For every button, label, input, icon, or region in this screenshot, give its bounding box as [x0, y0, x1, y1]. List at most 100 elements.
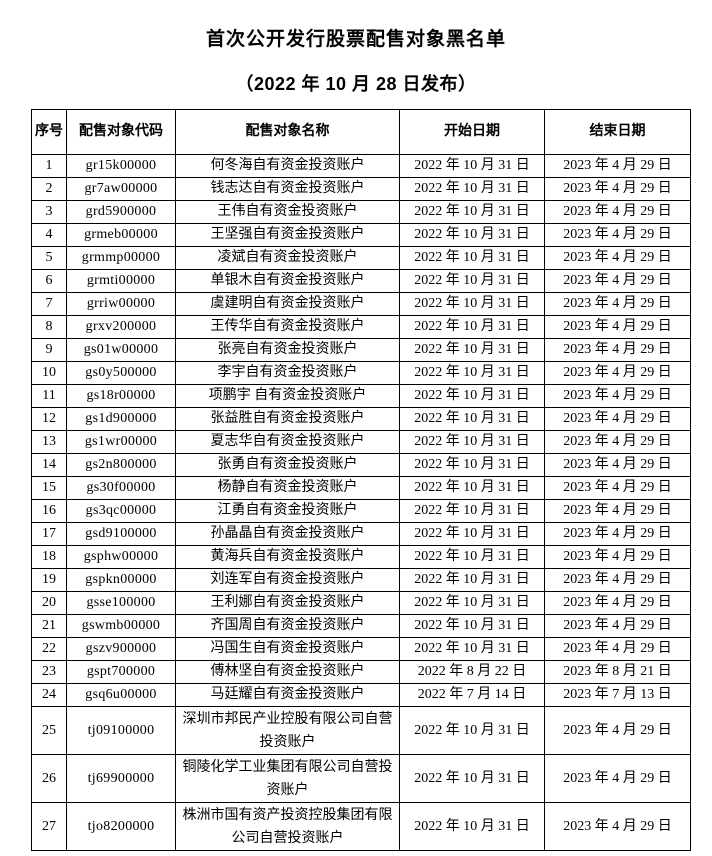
row-number: 19 [31, 568, 67, 592]
column-header-start: 开始日期 [399, 109, 545, 155]
table-row: 25 tj09100000 深圳市邦民产业控股有限公司自营投资账户 2022 年 10… [31, 706, 691, 755]
row-code: gsse100000 [66, 591, 176, 615]
row-end-date: 2023 年 4 月 29 日 [544, 200, 691, 224]
page-title: 首次公开发行股票配售对象黑名单 [205, 29, 506, 50]
table-row: 5 grmmp00000 凌斌自有资金投资账户 2022 年 10 月 31 日 202… [31, 246, 691, 270]
row-start-date: 2022 年 10 月 31 日 [399, 292, 545, 316]
row-name: 王传华自有资金投资账户 [175, 315, 400, 339]
row-code: gs1wr00000 [66, 430, 176, 454]
row-name: 深圳市邦民产业控股有限公司自营投资账户 [175, 706, 400, 755]
row-start-date: 2022 年 10 月 31 日 [399, 269, 545, 293]
table-row: 11 gs18r00000 项鹏宇 自有资金投资账户 2022 年 10 月 31 日… [31, 384, 691, 408]
row-start-date: 2022 年 10 月 31 日 [399, 361, 545, 385]
row-start-date: 2022 年 10 月 31 日 [399, 522, 545, 546]
row-start-date: 2022 年 10 月 31 日 [399, 315, 545, 339]
row-start-date: 2022 年 10 月 31 日 [399, 802, 545, 851]
row-end-date: 2023 年 4 月 29 日 [544, 568, 691, 592]
row-end-date: 2023 年 4 月 29 日 [544, 614, 691, 638]
row-end-date: 2023 年 4 月 29 日 [544, 499, 691, 523]
row-end-date: 2023 年 4 月 29 日 [544, 338, 691, 362]
row-code: gswmb00000 [66, 614, 176, 638]
row-name: 冯国生自有资金投资账户 [175, 637, 400, 661]
row-start-date: 2022 年 8 月 22 日 [399, 660, 545, 684]
row-end-date: 2023 年 4 月 29 日 [544, 453, 691, 477]
row-name: 王利娜自有资金投资账户 [175, 591, 400, 615]
row-code: gs1d900000 [66, 407, 176, 431]
table-row: 14 gs2n800000 张勇自有资金投资账户 2022 年 10 月 31 日 20… [31, 453, 691, 477]
row-number: 25 [31, 706, 67, 755]
row-start-date: 2022 年 10 月 31 日 [399, 476, 545, 500]
publish-date-subtitle: （2022 年 10 月 28 日发布） [235, 74, 477, 94]
table-row: 9 gs01w00000 张亮自有资金投资账户 2022 年 10 月 31 日 202… [31, 338, 691, 362]
table-row: 27 tjo8200000 株洲市国有资产投资控股集团有限公司自营投资账户 2022 … [31, 802, 691, 851]
row-number: 10 [31, 361, 67, 385]
row-end-date: 2023 年 4 月 29 日 [544, 246, 691, 270]
row-name: 王伟自有资金投资账户 [175, 200, 400, 224]
row-start-date: 2022 年 10 月 31 日 [399, 706, 545, 755]
row-start-date: 2022 年 10 月 31 日 [399, 200, 545, 224]
row-end-date: 2023 年 4 月 29 日 [544, 315, 691, 339]
table-row: 26 tj69900000 铜陵化学工业集团有限公司自营投资账户 2022 年 10 … [31, 754, 691, 803]
row-end-date: 2023 年 7 月 13 日 [544, 683, 691, 707]
row-name: 株洲市国有资产投资控股集团有限公司自营投资账户 [175, 802, 400, 851]
row-start-date: 2022 年 10 月 31 日 [399, 246, 545, 270]
row-number: 15 [31, 476, 67, 500]
row-code: grxv200000 [66, 315, 176, 339]
row-name: 江勇自有资金投资账户 [175, 499, 400, 523]
table-row: 16 gs3qc00000 江勇自有资金投资账户 2022 年 10 月 31 日 20… [31, 499, 691, 523]
row-code: grmmp00000 [66, 246, 176, 270]
row-name: 张益胜自有资金投资账户 [175, 407, 400, 431]
row-code: tj09100000 [66, 706, 176, 755]
table-row: 3 grd5900000 王伟自有资金投资账户 2022 年 10 月 31 日 202… [31, 200, 691, 224]
row-name: 张勇自有资金投资账户 [175, 453, 400, 477]
row-code: gs3qc00000 [66, 499, 176, 523]
table-row: 7 grriw00000 虞建明自有资金投资账户 2022 年 10 月 31 日 20… [31, 292, 691, 316]
row-number: 3 [31, 200, 67, 224]
row-code: gspt700000 [66, 660, 176, 684]
row-name: 刘连军自有资金投资账户 [175, 568, 400, 592]
row-code: gr15k00000 [66, 154, 176, 178]
table-row: 8 grxv200000 王传华自有资金投资账户 2022 年 10 月 31 日 20… [31, 315, 691, 339]
row-code: gs01w00000 [66, 338, 176, 362]
row-number: 12 [31, 407, 67, 431]
column-header-name: 配售对象名称 [175, 109, 400, 155]
row-start-date: 2022 年 10 月 31 日 [399, 545, 545, 569]
row-end-date: 2023 年 8 月 21 日 [544, 660, 691, 684]
table-row: 10 gs0y500000 李宇自有资金投资账户 2022 年 10 月 31 日 20… [31, 361, 691, 385]
row-name: 傅林坚自有资金投资账户 [175, 660, 400, 684]
row-name: 铜陵化学工业集团有限公司自营投资账户 [175, 754, 400, 803]
row-number: 26 [31, 754, 67, 803]
row-name: 王坚强自有资金投资账户 [175, 223, 400, 247]
column-header-no: 序号 [31, 109, 67, 155]
row-number: 18 [31, 545, 67, 569]
table-row: 1 gr15k00000 何冬海自有资金投资账户 2022 年 10 月 31 日 20… [31, 154, 691, 178]
row-start-date: 2022 年 10 月 31 日 [399, 430, 545, 454]
row-code: gsphw00000 [66, 545, 176, 569]
table-row: 4 grmeb00000 王坚强自有资金投资账户 2022 年 10 月 31 日 20… [31, 223, 691, 247]
row-start-date: 2022 年 10 月 31 日 [399, 614, 545, 638]
row-start-date: 2022 年 10 月 31 日 [399, 637, 545, 661]
row-number: 9 [31, 338, 67, 362]
row-number: 21 [31, 614, 67, 638]
row-end-date: 2023 年 4 月 29 日 [544, 476, 691, 500]
row-name: 凌斌自有资金投资账户 [175, 246, 400, 270]
row-code: gs30f00000 [66, 476, 176, 500]
row-name: 杨静自有资金投资账户 [175, 476, 400, 500]
row-code: gsq6u00000 [66, 683, 176, 707]
row-code: gr7aw00000 [66, 177, 176, 201]
row-start-date: 2022 年 10 月 31 日 [399, 177, 545, 201]
blacklist-table: 序号 配售对象代码 配售对象名称 开始日期 结束日期 1 gr15k00000 何冬… [31, 109, 691, 851]
row-code: gs2n800000 [66, 453, 176, 477]
row-name: 李宇自有资金投资账户 [175, 361, 400, 385]
row-number: 22 [31, 637, 67, 661]
row-start-date: 2022 年 10 月 31 日 [399, 591, 545, 615]
row-number: 13 [31, 430, 67, 454]
row-end-date: 2023 年 4 月 29 日 [544, 384, 691, 408]
row-name: 项鹏宇 自有资金投资账户 [175, 384, 400, 408]
row-name: 黄海兵自有资金投资账户 [175, 545, 400, 569]
row-code: tj69900000 [66, 754, 176, 803]
